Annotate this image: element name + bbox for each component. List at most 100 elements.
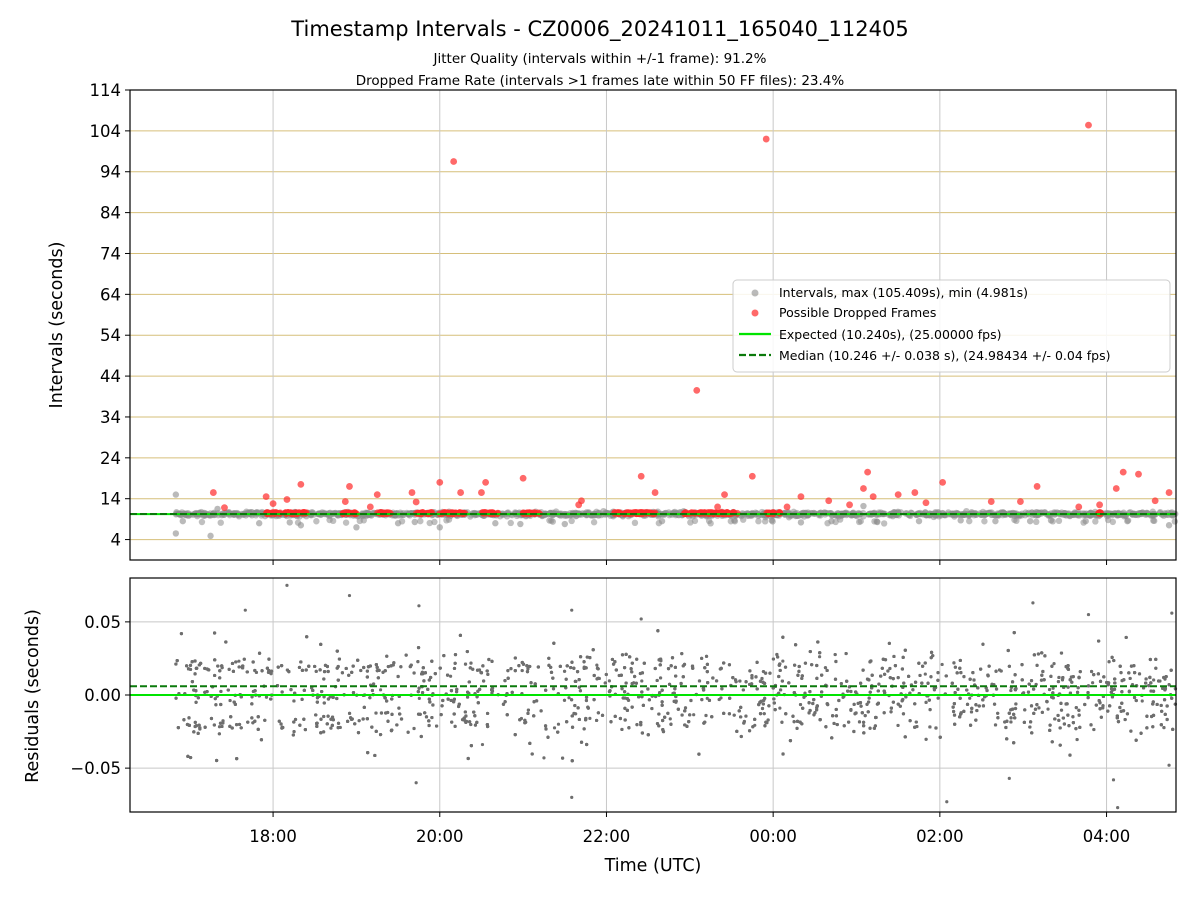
residual-point xyxy=(485,723,489,727)
interval-point xyxy=(755,518,762,525)
residual-point xyxy=(1066,663,1070,668)
residual-point xyxy=(1132,695,1137,700)
residual-point xyxy=(536,665,540,669)
residual-point xyxy=(981,704,986,708)
residual-point xyxy=(251,660,255,664)
residual-point xyxy=(347,711,352,715)
residual-point xyxy=(1134,738,1138,742)
residual-point xyxy=(1169,668,1173,672)
residual-point xyxy=(1118,664,1122,668)
interval-point xyxy=(691,517,699,525)
residual-point xyxy=(898,704,902,708)
residual-point xyxy=(1035,703,1039,707)
residual-point xyxy=(518,718,522,722)
residual-point xyxy=(1052,662,1056,666)
residual-point xyxy=(384,711,388,715)
residual-point xyxy=(1148,657,1152,662)
residual-point xyxy=(962,675,966,679)
residual-point xyxy=(865,702,869,706)
residual-point xyxy=(427,719,431,723)
residual-point xyxy=(668,717,672,721)
residual-point xyxy=(739,715,743,719)
interval-point xyxy=(568,517,575,525)
dropped-frame-point xyxy=(864,468,872,476)
residual-point xyxy=(985,688,989,693)
residual-point xyxy=(660,700,664,704)
residual-point xyxy=(216,664,220,668)
residual-point xyxy=(1134,698,1138,703)
residual-point xyxy=(453,724,457,728)
dropped-frame-point xyxy=(209,489,217,496)
residual-point xyxy=(781,635,785,639)
residual-point xyxy=(1031,687,1036,691)
residual-point xyxy=(896,676,900,680)
residual-point xyxy=(938,735,942,739)
residual-point xyxy=(1151,702,1155,706)
residual-point xyxy=(1014,702,1018,706)
residual-point xyxy=(1147,683,1151,688)
residual-point xyxy=(439,712,443,717)
residual-point xyxy=(239,726,243,730)
residual-point xyxy=(466,756,470,761)
residual-point xyxy=(761,702,765,706)
residual-point xyxy=(869,659,873,663)
residual-point xyxy=(260,669,264,673)
residual-point xyxy=(430,715,434,720)
residual-point xyxy=(888,676,892,680)
residual-point xyxy=(798,720,802,724)
residual-point xyxy=(588,655,592,660)
dropped-frame-point xyxy=(408,489,416,496)
residual-point xyxy=(220,664,224,668)
residual-point xyxy=(656,629,660,633)
interval-point xyxy=(1171,518,1179,525)
residual-point xyxy=(592,698,596,702)
residual-point xyxy=(446,697,450,701)
residual-point xyxy=(604,672,608,677)
residual-point xyxy=(1014,706,1018,711)
interval-point xyxy=(297,522,305,529)
residual-point xyxy=(552,641,556,645)
residual-point xyxy=(1089,669,1094,674)
residual-point xyxy=(753,717,757,721)
residual-point xyxy=(688,713,692,717)
residual-point xyxy=(1133,671,1137,675)
residual-point xyxy=(968,723,973,727)
residual-point xyxy=(672,699,676,703)
residual-point xyxy=(1042,678,1046,682)
residual-point xyxy=(539,709,543,713)
residual-point xyxy=(868,726,872,730)
residual-point xyxy=(900,667,905,671)
residual-point xyxy=(610,657,615,662)
residual-point xyxy=(1064,702,1068,706)
residual-point xyxy=(374,663,378,667)
dropped-frame-point xyxy=(846,501,853,509)
residual-point xyxy=(595,663,599,667)
intervals-y-tick-label: 44 xyxy=(100,367,121,386)
residual-point xyxy=(979,667,983,671)
interval-point xyxy=(797,519,805,526)
residual-point xyxy=(1061,716,1065,720)
residual-point xyxy=(534,699,539,703)
dropped-frame-subtitle: Dropped Frame Rate (intervals >1 frames … xyxy=(356,73,845,89)
residual-point xyxy=(1106,683,1110,687)
residual-point xyxy=(450,720,454,724)
residual-point xyxy=(635,657,639,661)
residual-point xyxy=(642,661,646,665)
residual-point xyxy=(877,682,881,686)
residual-point xyxy=(707,698,712,702)
residual-point xyxy=(1066,685,1070,689)
interval-point xyxy=(1151,517,1158,525)
residual-point xyxy=(1012,712,1016,716)
residual-point xyxy=(1149,689,1153,693)
residual-point xyxy=(578,655,583,659)
residual-point xyxy=(422,679,426,683)
residual-point xyxy=(844,651,848,656)
residual-point xyxy=(1047,687,1052,692)
residual-point xyxy=(346,719,350,723)
residual-point xyxy=(408,664,412,669)
residual-point xyxy=(1050,695,1054,699)
residual-point xyxy=(390,712,394,716)
residual-point xyxy=(1144,681,1148,685)
residual-point xyxy=(1132,664,1136,668)
